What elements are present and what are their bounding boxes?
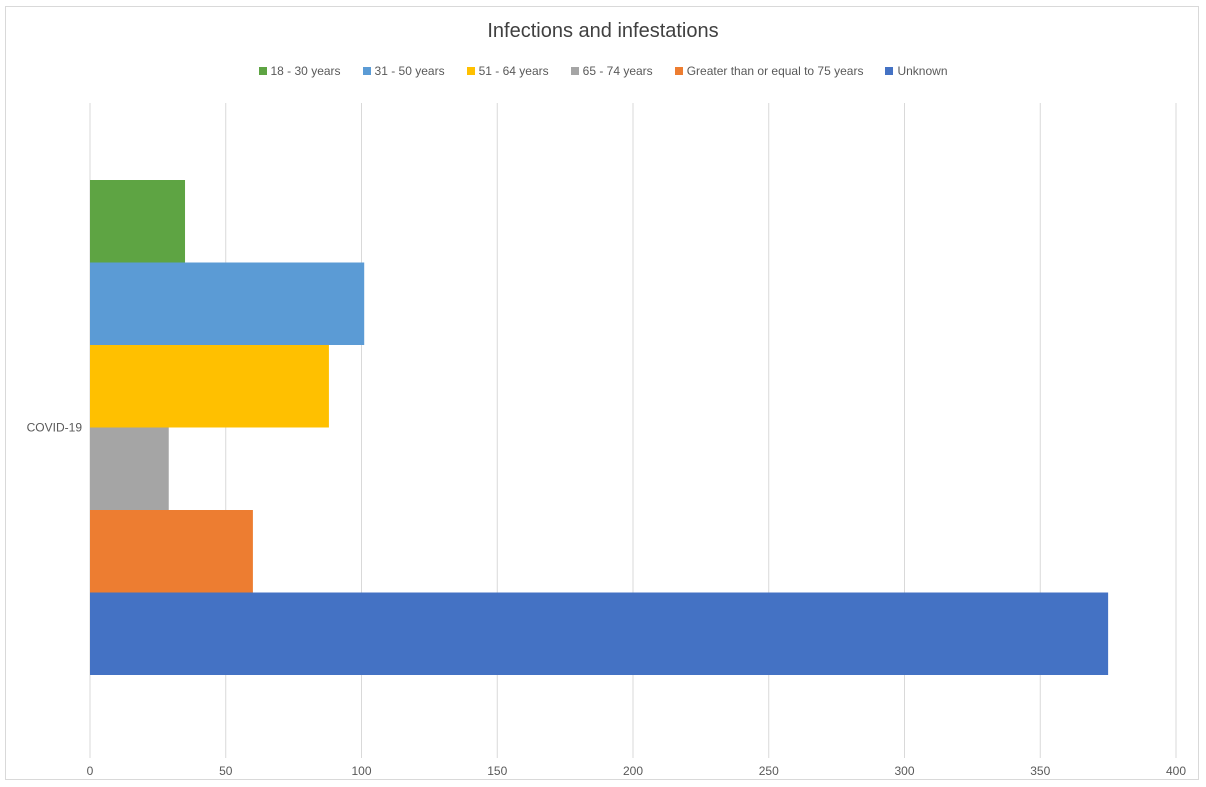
legend-label: Greater than or equal to 75 years	[686, 64, 864, 78]
x-tick-label: 0	[87, 764, 94, 778]
chart-legend: 18 - 30 years 31 - 50 years 51 - 64 years 6…	[0, 64, 1206, 78]
legend-label: 18 - 30 years	[270, 64, 341, 78]
legend-swatch	[466, 67, 475, 75]
legend-swatch	[674, 67, 683, 75]
legend-swatch	[570, 67, 579, 75]
legend-item: 31 - 50 years	[362, 64, 445, 78]
legend-item: 51 - 64 years	[466, 64, 549, 78]
legend-label: 51 - 64 years	[478, 64, 549, 78]
legend-label: 65 - 74 years	[582, 64, 653, 78]
x-tick-label: 400	[1166, 764, 1186, 778]
legend-swatch	[362, 67, 371, 75]
x-tick-label: 100	[351, 764, 371, 778]
bar	[90, 510, 253, 593]
legend-label: 31 - 50 years	[374, 64, 445, 78]
legend-swatch	[258, 67, 267, 75]
x-tick-label: 200	[623, 764, 643, 778]
x-tick-label: 250	[759, 764, 779, 778]
bar	[90, 180, 186, 263]
legend-swatch	[885, 67, 894, 75]
bar	[90, 592, 1109, 675]
bar	[90, 345, 329, 428]
legend-item: Unknown	[885, 64, 948, 78]
x-tick-label: 350	[1030, 764, 1050, 778]
category-label: COVID-19	[27, 421, 83, 435]
bar	[90, 262, 365, 345]
x-tick-label: 300	[894, 764, 914, 778]
x-tick-label: 150	[487, 764, 507, 778]
legend-item: 65 - 74 years	[570, 64, 653, 78]
legend-item: Greater than or equal to 75 years	[674, 64, 864, 78]
x-tick-label: 50	[219, 764, 233, 778]
legend-label: Unknown	[897, 64, 948, 78]
legend-item: 18 - 30 years	[258, 64, 341, 78]
chart-title: Infections and infestations	[487, 20, 719, 42]
bar	[90, 427, 169, 510]
